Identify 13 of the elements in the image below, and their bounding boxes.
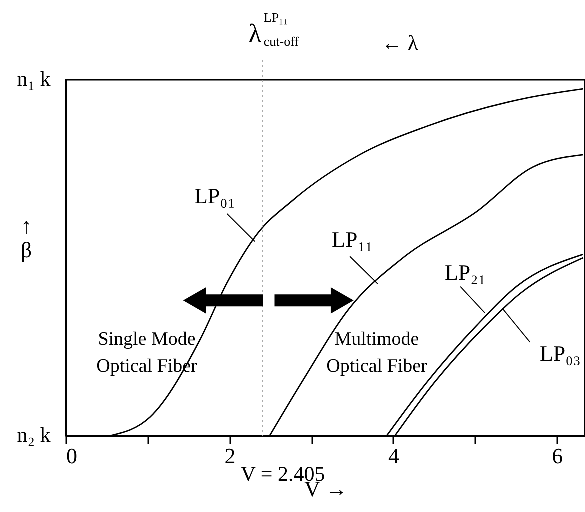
annotation: Multimode Optical Fiber <box>326 329 428 377</box>
y-axis-title: ↑ β <box>20 214 32 262</box>
x-tick-label: 0 <box>66 444 78 468</box>
text: LP₀₃ <box>540 341 581 366</box>
x-tick-label: 4 <box>388 444 400 468</box>
text: n₁ k <box>17 67 52 91</box>
text: ← λ <box>382 31 420 55</box>
series-label: LP₀₁ <box>194 184 236 209</box>
series-label: LP₂₁ <box>444 260 486 285</box>
series-label: LP₁₁ <box>332 226 374 252</box>
text: n₂ k <box>17 423 52 447</box>
x-tick-label: 6 <box>552 444 564 468</box>
x-tick-label: 2 <box>224 444 236 468</box>
